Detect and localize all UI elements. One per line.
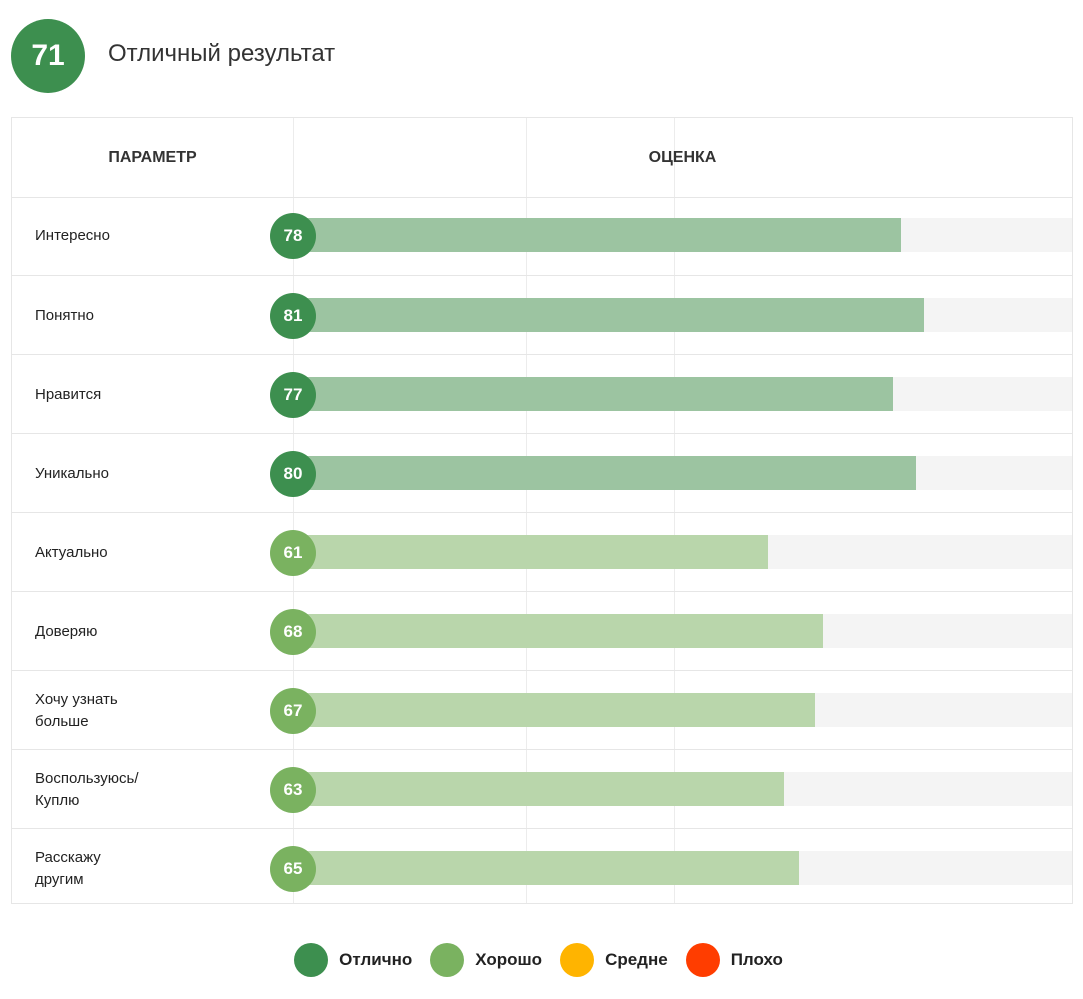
parameter-label: Расскажу другим — [35, 848, 101, 888]
parameter-label: Доверяю — [35, 622, 98, 640]
legend-marker — [430, 943, 465, 977]
table-row: Хочу узнать больше 67 — [12, 670, 1072, 749]
header-score: ОЦЕНКА — [648, 148, 717, 166]
grid-line — [526, 118, 527, 903]
legend-label: Плохо — [730, 950, 783, 969]
table-row: Воспользуюсь/ Куплю 63 — [12, 749, 1072, 828]
table-row: Понятно 81 — [12, 275, 1072, 354]
overall-result-title: Отличный результат — [108, 40, 336, 67]
results-table: ПАРАМЕТР ОЦЕНКА Интересно 78 Понятно 81 Нрав… — [11, 117, 1073, 904]
bar — [293, 456, 917, 490]
bar — [293, 614, 823, 648]
table-row: Актуально 61 — [12, 512, 1072, 591]
value-badge: 80 — [270, 451, 316, 497]
bar-track — [293, 377, 1072, 411]
bar — [293, 693, 815, 727]
bar-track — [293, 693, 1072, 727]
bar-track — [293, 535, 1072, 569]
value-badge: 63 — [270, 767, 316, 813]
legend-item-bad: Плохо — [685, 943, 789, 977]
bar-track — [293, 456, 1072, 490]
bar-track — [293, 614, 1072, 648]
table-header: ПАРАМЕТР ОЦЕНКА — [12, 118, 1072, 198]
header-parameter: ПАРАМЕТР — [108, 148, 197, 166]
bar — [293, 535, 769, 569]
parameter-label: Понятно — [35, 306, 95, 324]
bar — [293, 218, 901, 252]
bar — [293, 298, 924, 332]
legend-item-excellent: Отлично — [294, 943, 418, 977]
table-row: Нравится 77 — [12, 354, 1072, 433]
parameter-label: Уникально — [35, 464, 109, 482]
legend-marker — [560, 943, 595, 977]
table-row: Уникально 80 — [12, 433, 1072, 512]
legend-label: Средне — [605, 950, 668, 969]
legend-item-average: Средне — [560, 943, 674, 977]
column-divider — [293, 118, 294, 903]
legend-marker — [685, 943, 720, 977]
overall-score-value: 71 — [31, 39, 65, 72]
bar-track — [293, 851, 1072, 885]
value-badge: 68 — [270, 609, 316, 655]
value-badge: 67 — [270, 688, 316, 734]
bar — [293, 772, 784, 806]
table-row: Интересно 78 — [12, 196, 1072, 275]
value-badge: 77 — [270, 372, 316, 418]
value-badge: 61 — [270, 530, 316, 576]
parameter-label: Нравится — [35, 385, 102, 403]
bar — [293, 377, 893, 411]
value-badge: 65 — [270, 846, 316, 892]
value-badge: 81 — [270, 293, 316, 339]
value-badge: 78 — [270, 213, 316, 259]
parameter-label: Интересно — [35, 226, 110, 244]
legend-marker — [294, 943, 329, 977]
legend-label: Хорошо — [475, 950, 543, 969]
grid-line — [674, 118, 675, 903]
legend-item-good: Хорошо — [430, 943, 548, 977]
legend: Отлично Хорошо Средне Плохо — [0, 942, 1083, 978]
bar-track — [293, 298, 1072, 332]
bar — [293, 851, 800, 885]
bar-track — [293, 218, 1072, 252]
legend-label: Отлично — [339, 950, 413, 969]
parameter-label: Воспользуюсь/ Куплю — [35, 769, 139, 809]
table-row: Доверяю 68 — [12, 591, 1072, 670]
bar-track — [293, 772, 1072, 806]
parameter-label: Актуально — [35, 543, 108, 561]
parameter-label: Хочу узнать больше — [35, 690, 118, 730]
overall-score-badge: 71 — [11, 19, 85, 93]
table-row: Расскажу другим 65 — [12, 828, 1072, 907]
